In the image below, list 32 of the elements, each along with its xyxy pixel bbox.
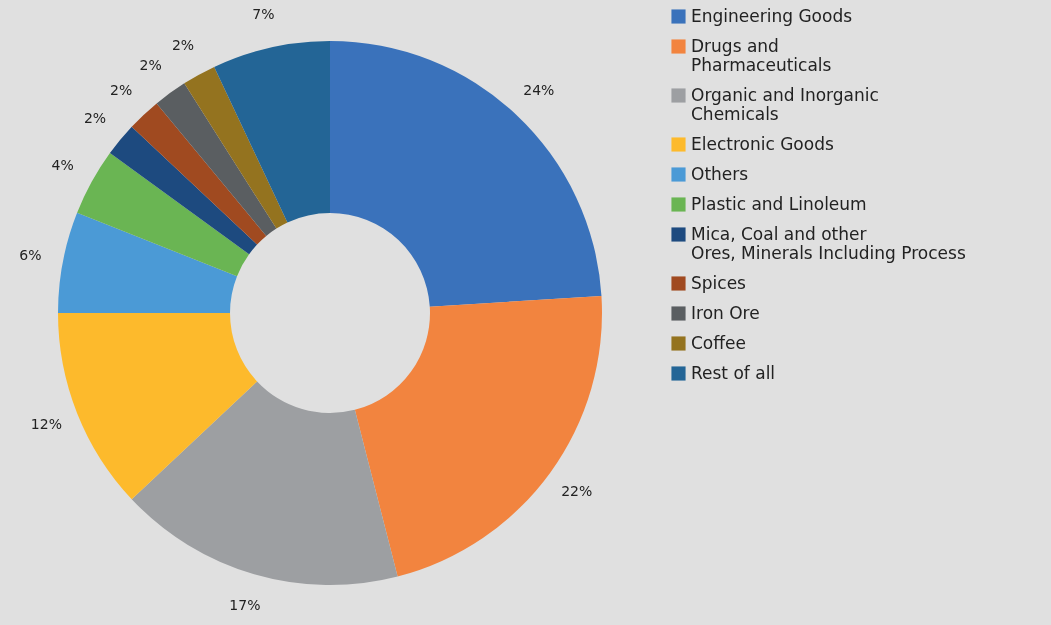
donut-slice: [184, 66, 288, 229]
donut-slice: [77, 153, 250, 277]
donut-slice: [214, 41, 330, 223]
legend-label: Others: [691, 163, 749, 184]
donut-slice: [58, 212, 238, 313]
donut-slice: [156, 83, 277, 236]
data-label: 4%: [51, 157, 74, 174]
legend-label: Rest of all: [691, 362, 776, 383]
data-label: 2%: [139, 57, 162, 74]
legend-label: Organic and Inorganic Chemicals: [691, 84, 879, 124]
legend-label: Coffee: [691, 332, 746, 353]
data-label: 17%: [229, 596, 261, 613]
data-label: 12%: [30, 416, 62, 433]
donut-slice: [354, 295, 602, 577]
data-label: 2%: [110, 81, 133, 98]
legend-label: Electronic Goods: [691, 133, 834, 154]
data-label: 6%: [19, 246, 42, 263]
donut-slice: [131, 381, 398, 585]
legend-label: Drugs and Pharmaceuticals: [691, 35, 832, 75]
donut-slice: [131, 103, 267, 245]
data-label: 7%: [252, 6, 275, 23]
data-label: 2%: [83, 109, 107, 126]
legend-label: Iron Ore: [691, 302, 760, 323]
donut-slice: [330, 41, 602, 307]
data-label: 24%: [523, 81, 555, 98]
data-label: 22%: [561, 483, 593, 500]
legend-label: Mica, Coal and other Ores, Minerals Including Process: [691, 223, 966, 263]
legend-label: Plastic and Linoleum: [691, 193, 867, 214]
legend-label: Spices: [691, 272, 747, 293]
donut-slice: [109, 126, 258, 255]
legend-label: Engineering Goods: [691, 5, 853, 26]
data-label: 2%: [171, 36, 195, 53]
